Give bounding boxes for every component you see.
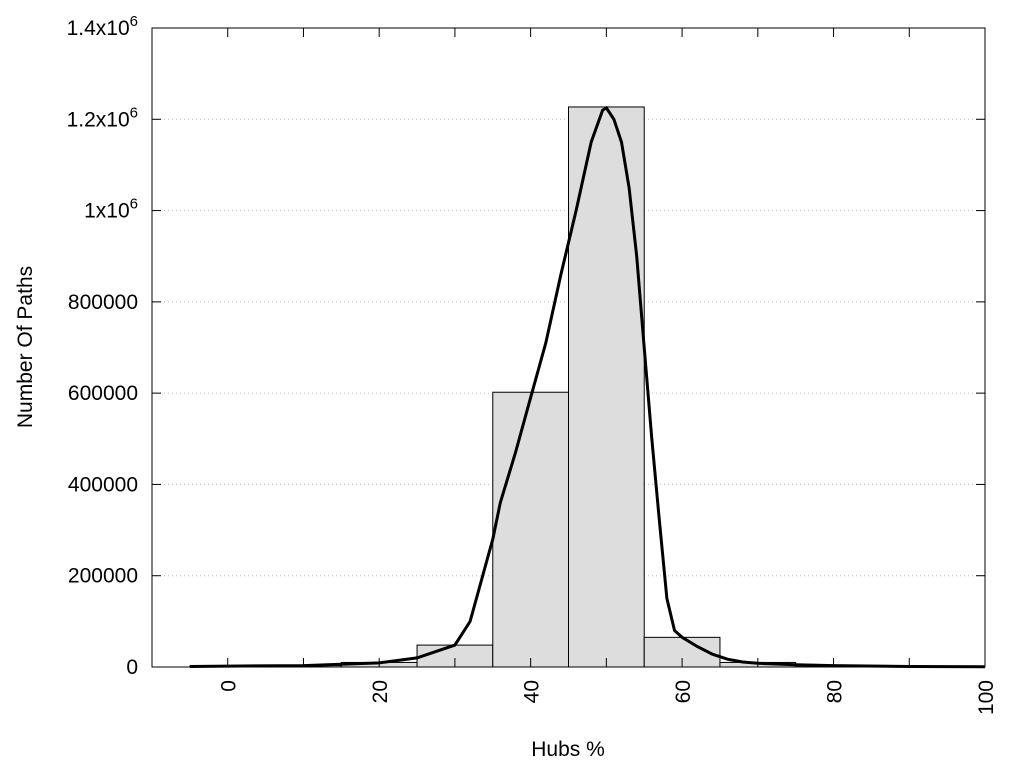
x-tick-label: 100: [975, 680, 998, 715]
histogram-bar: [493, 392, 569, 667]
y-tick-label: 1x106: [84, 196, 138, 223]
x-tick-label: 0: [218, 680, 241, 692]
y-axis-label: Number Of Paths: [14, 266, 37, 428]
y-tick-label: 400000: [68, 473, 138, 496]
y-tick-label: 600000: [68, 382, 138, 405]
x-axis-label: Hubs %: [531, 738, 605, 761]
x-tick-label: 40: [521, 680, 544, 703]
y-tick-label: 0: [126, 656, 138, 679]
x-tick-label: 60: [672, 680, 695, 703]
y-tick-label: 200000: [68, 565, 138, 588]
y-tick-label: 1.4x106: [67, 13, 138, 40]
y-tick-label: 800000: [68, 291, 138, 314]
y-tick-label: 1.2x106: [67, 104, 138, 131]
x-tick-label: 20: [369, 680, 392, 703]
x-tick-label: 80: [824, 680, 847, 703]
